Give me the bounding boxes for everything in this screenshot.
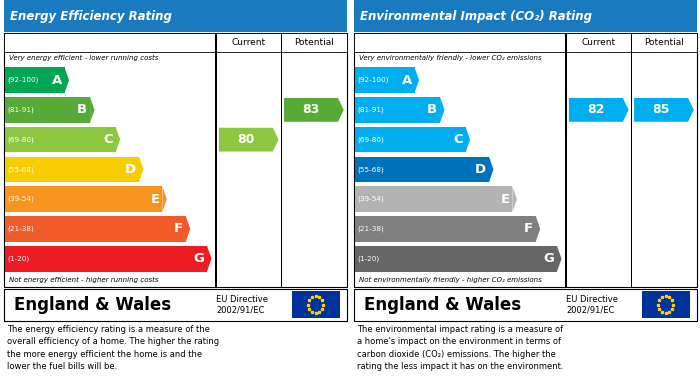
Polygon shape (219, 128, 279, 152)
Polygon shape (536, 216, 540, 242)
Text: F: F (174, 222, 183, 235)
Polygon shape (116, 127, 120, 152)
Text: (81-91): (81-91) (8, 107, 34, 113)
Text: (1-20): (1-20) (358, 255, 379, 262)
Text: Potential: Potential (294, 38, 334, 47)
Text: (55-68): (55-68) (8, 166, 34, 173)
Text: Energy Efficiency Rating: Energy Efficiency Rating (10, 9, 172, 23)
Polygon shape (207, 246, 211, 271)
Bar (566, 33, 567, 287)
Text: C: C (453, 133, 463, 146)
Text: (21-38): (21-38) (358, 226, 384, 232)
Bar (642, 291, 690, 318)
Text: The environmental impact rating is a measure of
a home's impact on the environme: The environmental impact rating is a mea… (357, 325, 564, 371)
Text: G: G (193, 252, 204, 265)
Text: Not energy efficient - higher running costs: Not energy efficient - higher running co… (8, 277, 158, 283)
Bar (354, 289, 696, 321)
Text: Environmental Impact (CO₂) Rating: Environmental Impact (CO₂) Rating (360, 9, 592, 23)
Text: D: D (475, 163, 486, 176)
Text: G: G (543, 252, 554, 265)
Text: Very energy efficient - lower running costs: Very energy efficient - lower running co… (8, 55, 158, 61)
Polygon shape (634, 98, 694, 122)
Text: (69-80): (69-80) (358, 136, 384, 143)
Bar (5, 246, 207, 271)
Text: A: A (52, 74, 62, 86)
Bar (4, 33, 346, 287)
Text: (1-20): (1-20) (8, 255, 29, 262)
Text: (92-100): (92-100) (8, 77, 39, 83)
Text: England & Wales: England & Wales (364, 296, 521, 314)
Bar (4, 33, 346, 52)
Bar (4, 289, 346, 321)
Bar (354, 0, 696, 32)
Text: A: A (402, 74, 412, 86)
Polygon shape (284, 98, 344, 122)
Polygon shape (64, 67, 69, 93)
Text: 82: 82 (587, 103, 605, 117)
Text: 83: 83 (302, 103, 320, 117)
Bar (4, 0, 346, 32)
Text: 85: 85 (652, 103, 670, 117)
Text: E: E (500, 193, 510, 206)
Bar (281, 33, 282, 287)
Text: Current: Current (582, 38, 616, 47)
Text: Not environmentally friendly - higher CO₂ emissions: Not environmentally friendly - higher CO… (358, 277, 541, 283)
Text: F: F (524, 222, 533, 235)
Polygon shape (90, 97, 94, 123)
Bar (355, 67, 414, 93)
Bar (292, 291, 340, 318)
Text: (81-91): (81-91) (358, 107, 384, 113)
Bar (354, 33, 696, 52)
Bar (5, 97, 90, 123)
Polygon shape (186, 216, 190, 242)
Text: (39-54): (39-54) (358, 196, 384, 203)
Text: (39-54): (39-54) (8, 196, 34, 203)
Polygon shape (512, 187, 517, 212)
Text: (55-68): (55-68) (358, 166, 384, 173)
Bar (355, 216, 536, 242)
Bar (5, 157, 139, 182)
Text: Very environmentally friendly - lower CO₂ emissions: Very environmentally friendly - lower CO… (358, 55, 541, 61)
Bar (5, 67, 64, 93)
Polygon shape (440, 97, 444, 123)
Bar (355, 97, 440, 123)
Polygon shape (557, 246, 561, 271)
Bar (354, 33, 696, 287)
Text: B: B (77, 103, 88, 117)
Text: 80: 80 (237, 133, 255, 146)
Polygon shape (466, 127, 470, 152)
Text: B: B (427, 103, 438, 117)
Text: The energy efficiency rating is a measure of the
overall efficiency of a home. T: The energy efficiency rating is a measur… (7, 325, 219, 371)
Text: C: C (103, 133, 113, 146)
Text: (92-100): (92-100) (358, 77, 389, 83)
Text: Current: Current (232, 38, 266, 47)
Text: EU Directive
2002/91/EC: EU Directive 2002/91/EC (566, 295, 618, 314)
Bar (631, 33, 632, 287)
Bar (355, 246, 557, 271)
Text: EU Directive
2002/91/EC: EU Directive 2002/91/EC (216, 295, 268, 314)
Bar (355, 187, 512, 212)
Bar (5, 216, 186, 242)
Bar (5, 187, 162, 212)
Text: D: D (125, 163, 136, 176)
Polygon shape (569, 98, 629, 122)
Text: England & Wales: England & Wales (14, 296, 171, 314)
Polygon shape (162, 187, 167, 212)
Bar (355, 127, 466, 152)
Polygon shape (414, 67, 419, 93)
Text: (21-38): (21-38) (8, 226, 34, 232)
Text: E: E (150, 193, 160, 206)
Polygon shape (139, 157, 144, 182)
Text: (69-80): (69-80) (8, 136, 34, 143)
Bar (5, 127, 116, 152)
Bar (355, 157, 489, 182)
Polygon shape (489, 157, 493, 182)
Text: Potential: Potential (644, 38, 684, 47)
Bar (216, 33, 217, 287)
